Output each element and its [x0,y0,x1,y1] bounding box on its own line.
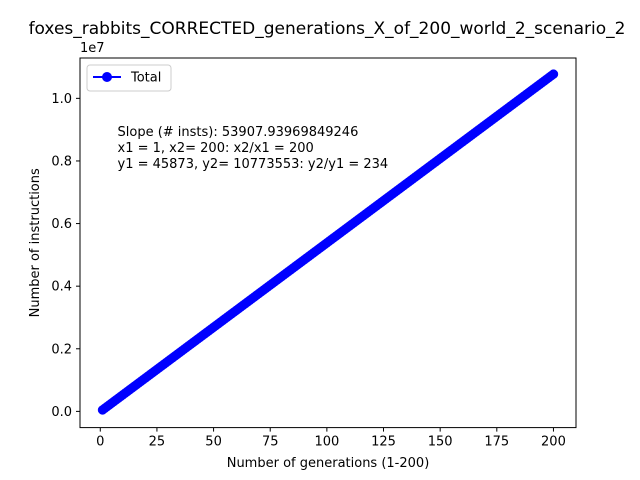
y-offset-label: 1e7 [80,41,105,56]
legend: Total [86,64,172,92]
y-tick-label: 0.0 [51,405,72,420]
x-tick-label: 125 [371,435,396,450]
plot-area [97,69,559,415]
y-tick-label: 0.6 [51,217,72,232]
x-tick-label: 100 [314,435,339,450]
x-tick-label: 25 [149,435,166,450]
x-tick-label: 150 [428,435,453,450]
chart-title: foxes_rabbits_CORRECTED_generations_X_of… [29,19,626,39]
x-tick-label: 50 [205,435,222,450]
x-axis-label: Number of generations (1-200) [227,456,430,471]
legend-label: Total [130,71,161,86]
y-axis: 0.0 0.2 0.4 0.6 0.8 1.0 [51,92,80,420]
x-ratio-annotation-line: x1 = 1, x2= 200: x2/x1 = 200 [118,141,314,156]
data-point [548,69,559,79]
x-tick-label: 200 [541,435,566,450]
slope-annotation: Slope (# insts): 53907.93969849246 x1 = … [118,125,389,172]
y-tick-label: 1.0 [51,92,72,107]
y-tick-label: 0.8 [51,154,72,169]
y-tick-label: 0.2 [51,342,72,357]
y-axis-label: Number of instructions [28,168,43,317]
slope-annotation-line: Slope (# insts): 53907.93969849246 [118,125,359,140]
x-tick-label: 0 [96,435,104,450]
y-ratio-annotation-line: y1 = 45873, y2= 10773553: y2/y1 = 234 [118,157,389,172]
x-axis: 0 25 50 75 100 125 150 175 200 [96,427,566,450]
legend-marker [102,72,112,82]
x-tick-label: 175 [484,435,509,450]
y-tick-label: 0.4 [51,280,72,295]
legend-box [86,64,172,92]
plot-frame [79,57,577,429]
x-tick-label: 75 [262,435,279,450]
